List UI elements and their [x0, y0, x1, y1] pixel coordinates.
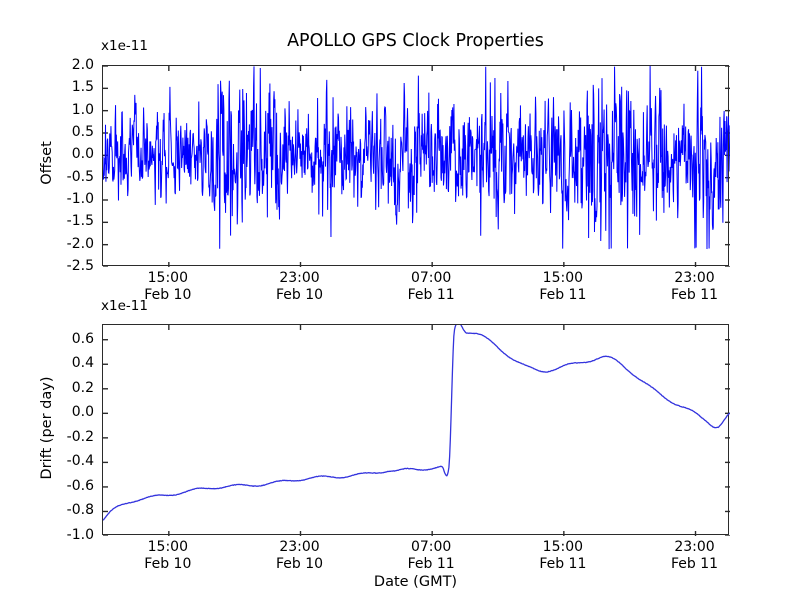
- drift-xtick-time: 15:00: [542, 539, 584, 555]
- drift-ytick: -0.2: [66, 428, 94, 445]
- drift-axes: [102, 324, 730, 536]
- drift-ytick: -0.8: [66, 502, 94, 519]
- offset-xtick-time: 15:00: [542, 270, 584, 286]
- offset-xtick: 23:00 Feb 10: [276, 270, 323, 303]
- drift-xtick: 07:00 Feb 11: [408, 539, 455, 572]
- offset-xtick-date: Feb 10: [275, 286, 324, 303]
- offset-ytick: -2.5: [66, 258, 94, 274]
- offset-ytick: 0.5: [71, 124, 94, 140]
- offset-ytick: -1.0: [66, 191, 94, 207]
- offset-ytick: -0.5: [66, 168, 94, 185]
- drift-xtick-time: 23:00: [674, 539, 715, 555]
- drift-xtick: 23:00 Feb 10: [276, 539, 323, 572]
- offset-xtick: 23:00 Feb 11: [671, 270, 718, 303]
- drift-xtick-date: Feb 11: [539, 555, 587, 572]
- drift-ytick: -0.6: [66, 477, 94, 494]
- drift-ytick: 0.2: [71, 379, 94, 396]
- offset-xtick-date: Feb 10: [144, 286, 192, 303]
- offset-ytick: 1.0: [71, 101, 94, 118]
- offset-xtick: 15:00 Feb 10: [144, 270, 191, 303]
- offset-xtick-time: 23:00: [674, 270, 715, 286]
- offset-plot-area: [103, 66, 730, 267]
- drift-xtick-time: 07:00: [410, 539, 452, 555]
- drift-exponent-label: x1e-11: [101, 298, 148, 314]
- drift-xtick: 15:00 Feb 10: [144, 539, 191, 572]
- drift-xtick-date: Feb 11: [670, 555, 719, 572]
- drift-ytick: -0.4: [66, 453, 94, 470]
- date-axis-label: Date (GMT): [373, 574, 458, 590]
- offset-xtick-date: Feb 11: [407, 286, 455, 303]
- drift-trace: [103, 325, 730, 521]
- drift-plot-area: [103, 325, 730, 536]
- drift-xtick-time: 23:00: [279, 539, 320, 555]
- offset-xtick: 07:00 Feb 11: [408, 270, 455, 303]
- figure-title: APOLLO GPS Clock Properties: [287, 31, 544, 51]
- drift-ytick: -1.0: [66, 527, 94, 543]
- offset-ytick: -1.5: [66, 213, 94, 230]
- offset-ytick: 2.0: [71, 57, 94, 73]
- offset-xtick-date: Feb 11: [539, 286, 587, 303]
- offset-trace: [103, 66, 730, 250]
- drift-xtick-date: Feb 11: [407, 555, 455, 572]
- drift-ytick: 0.4: [71, 355, 94, 372]
- offset-ytick: -2.0: [66, 235, 94, 252]
- drift-ytick: 0.6: [71, 330, 94, 347]
- offset-ytick: 1.5: [71, 79, 94, 96]
- offset-xtick-time: 15:00: [147, 270, 188, 286]
- offset-xtick-date: Feb 11: [670, 286, 719, 303]
- offset-ytick: 0.0: [71, 146, 94, 163]
- drift-xtick: 23:00 Feb 11: [671, 539, 718, 572]
- drift-ytick: 0.0: [71, 404, 94, 421]
- drift-xtick-time: 15:00: [147, 539, 188, 555]
- drift-xtick-date: Feb 10: [144, 555, 192, 572]
- drift-xtick-date: Feb 10: [275, 555, 324, 572]
- offset-exponent-label: x1e-11: [101, 38, 148, 54]
- drift-xtick: 15:00 Feb 11: [539, 539, 586, 572]
- offset-axes: [102, 65, 730, 267]
- offset-xtick-time: 07:00: [410, 270, 452, 286]
- offset-xtick: 15:00 Feb 11: [539, 270, 586, 303]
- offset-xtick-time: 23:00: [279, 270, 320, 286]
